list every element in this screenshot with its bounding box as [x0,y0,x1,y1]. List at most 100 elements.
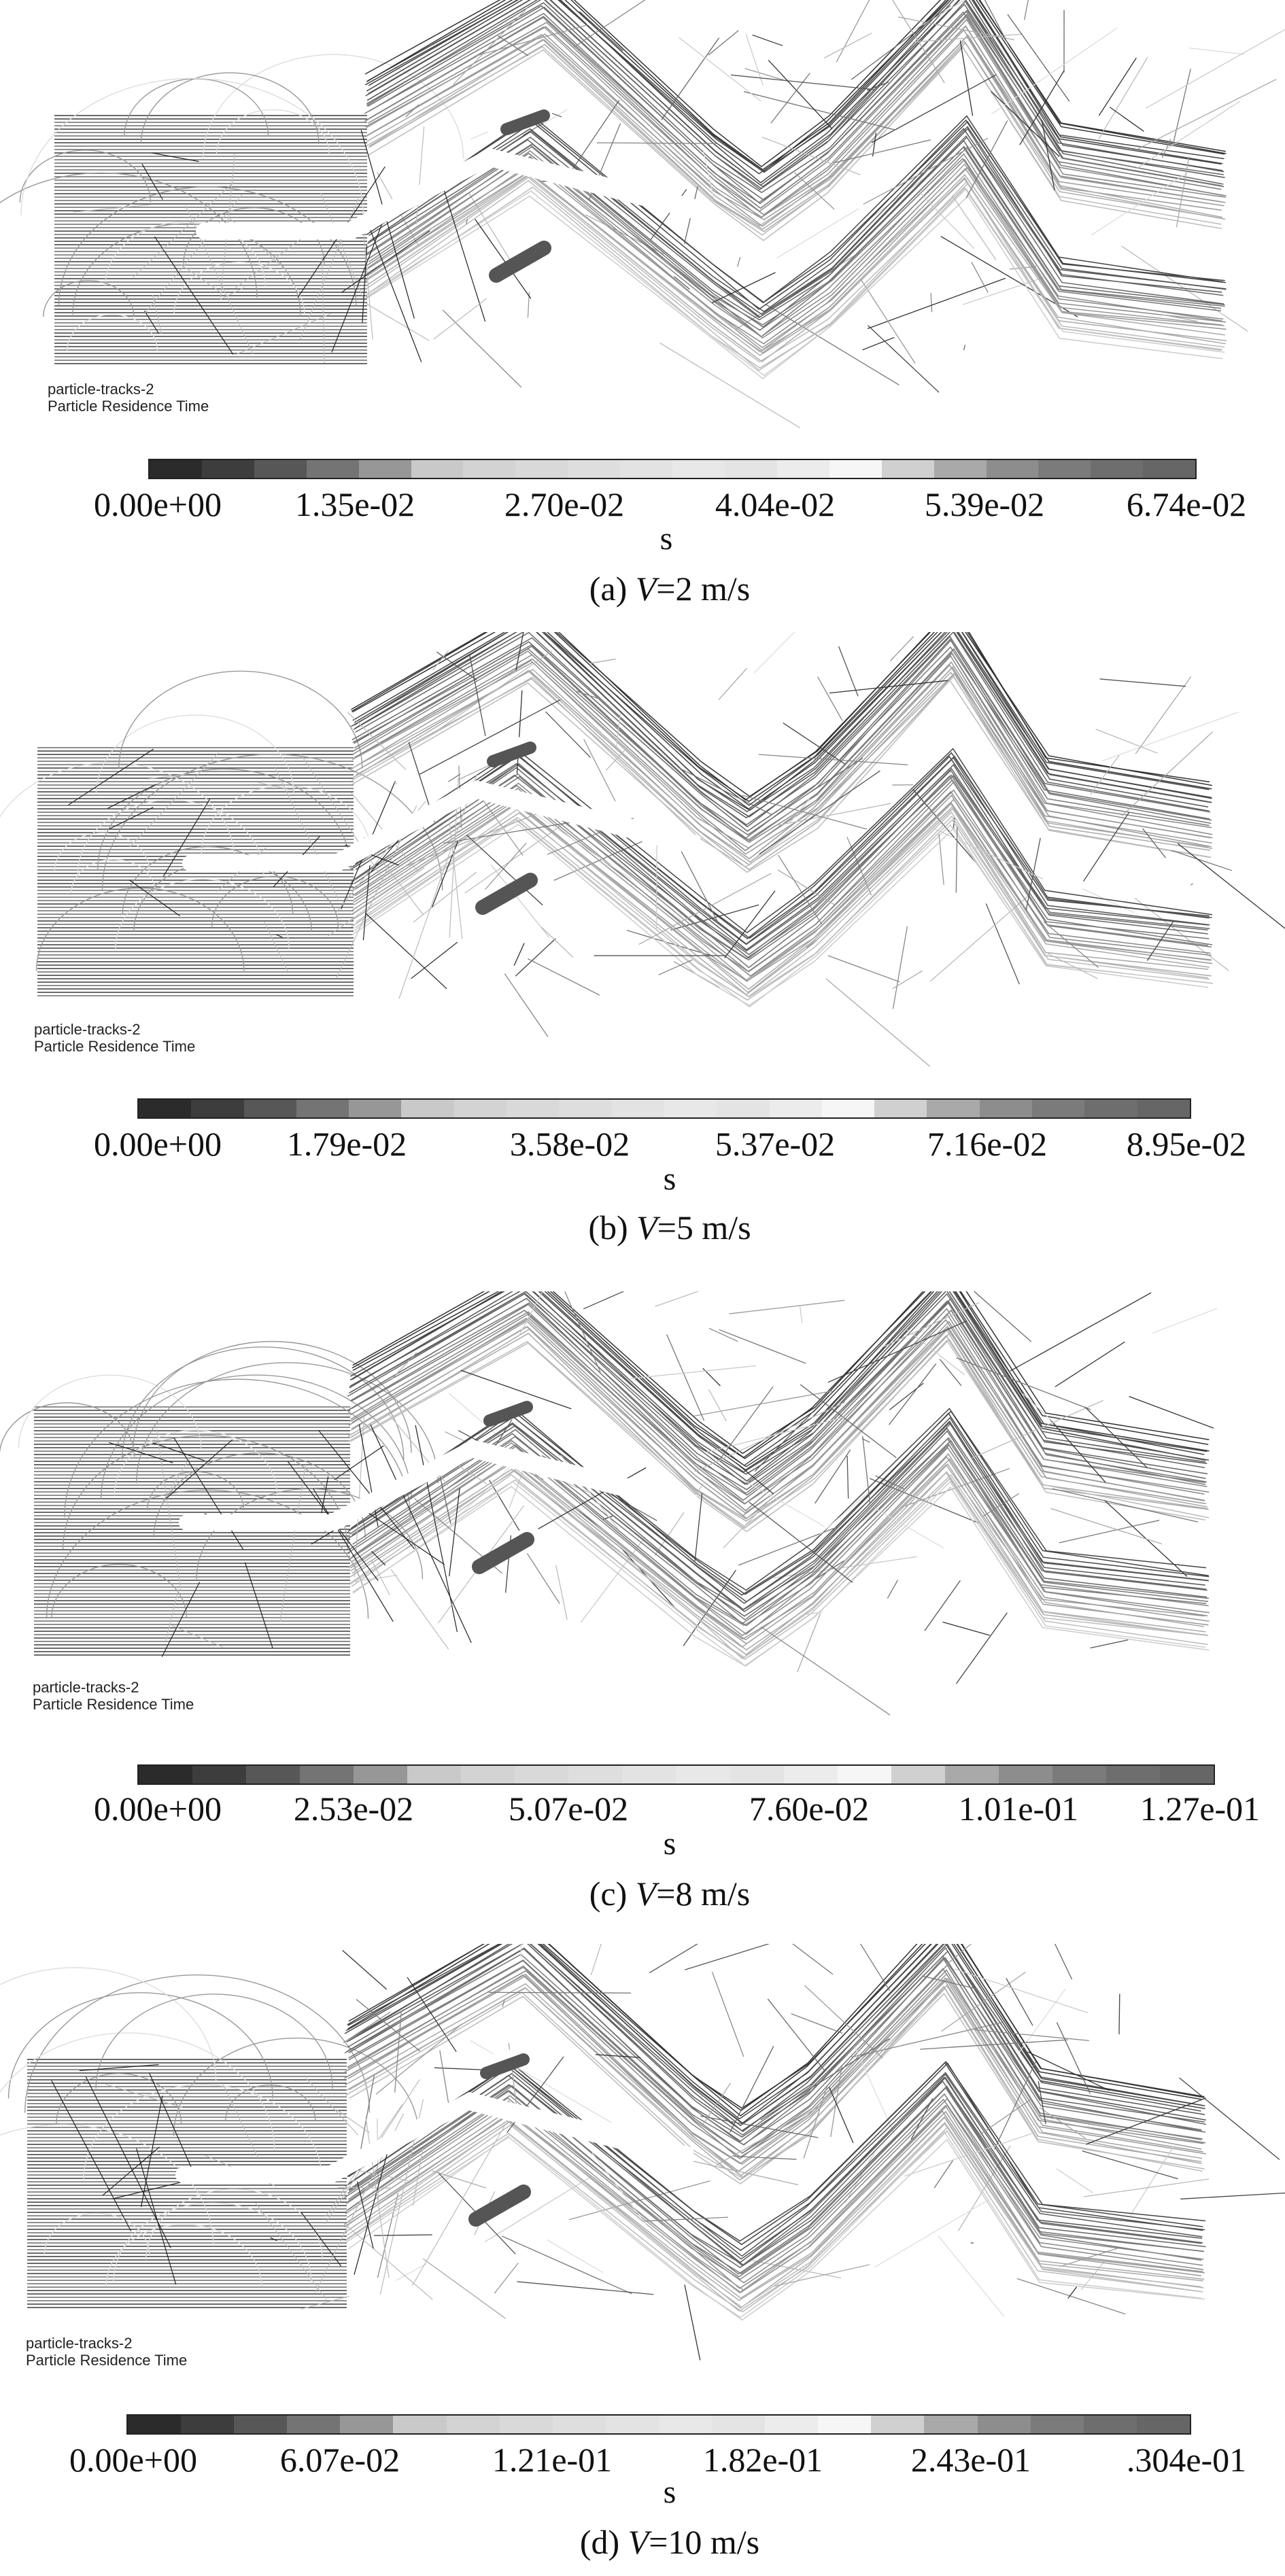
colorbar-tick: 0.00e+00 [94,1125,222,1163]
caption-b: (b) V=5 m/s [588,1208,751,1247]
colorbar-segment [1083,2416,1137,2433]
particle-tracks-plot-d [0,1944,1285,2361]
particle-tracks [0,1291,1218,1716]
colorbar-segment [979,1100,1033,1117]
colorbar-segment [1091,460,1144,478]
colorbar-segment [559,1100,612,1117]
colorbar-segment [783,1766,838,1783]
colorbar-tick: 6.74e-02 [1126,485,1247,523]
colorbar-tick: 1.21e-01 [492,2441,613,2479]
colorbar-segment [446,2416,500,2433]
colorbar-tick: 5.39e-02 [924,485,1045,523]
colorbar-segment [927,1100,980,1117]
caption-variable: V [635,1875,657,1913]
colorbar-segment [340,2416,394,2433]
colorbar-segment [407,1766,462,1783]
colorbar-segment [658,2416,713,2433]
colorbar-segment [891,1766,945,1783]
particle-tracks-plot-a [0,0,1285,429]
colorbar-segment [712,2416,766,2433]
tracks-quantity: Particle Residence Time [48,398,209,415]
colorbar-segment [605,2416,659,2433]
colorbar-segment [724,460,777,478]
particle-tracks-plot-c [0,1291,1218,1716]
colorbar-segment [246,1766,301,1783]
colorbar-segment [620,460,673,478]
colorbar-tick: 2.53e-02 [293,1790,414,1828]
colorbar-tick: 1.35e-02 [294,485,415,523]
colorbar-tick: 1.01e-01 [958,1790,1079,1828]
colorbar-segment [287,2416,341,2433]
colorbar-segment [411,460,464,478]
channel-baffle [175,2046,693,2227]
colorbar-tick: .304e-01 [1126,2441,1247,2479]
colorbar-segment [874,1100,927,1117]
colorbar-segment [837,1766,891,1783]
colorbar-segment [776,460,829,478]
colorbar-segment [881,460,934,478]
colorbar-segment [717,1100,770,1117]
colorbar-segment [1137,1100,1190,1117]
colorbar-segment [1032,1100,1085,1117]
tracks-label-a: particle-tracks-2 Particle Residence Tim… [48,381,209,415]
colorbar-tick: 8.95e-02 [1126,1125,1247,1163]
tracks-quantity: Particle Residence Time [33,1696,194,1713]
colorbar-segment [568,460,621,478]
tracks-label-d: particle-tracks-2 Particle Residence Tim… [26,2335,187,2369]
caption-variable: V [635,570,657,608]
colorbar-unit: s [663,1161,676,1197]
colorbar-b [137,1098,1191,1119]
colorbar-segment [818,2416,872,2433]
colorbar-segment [611,1100,664,1117]
caption-value: =5 m/s [657,1208,751,1247]
colorbar-segment [128,2416,182,2433]
tracks-name: particle-tracks-2 [26,2335,133,2352]
colorbar-tick: 1.79e-02 [286,1125,407,1163]
colorbar-segment [1106,1766,1160,1783]
tracks-quantity: Particle Residence Time [34,1038,196,1055]
colorbar-segment [358,460,411,478]
colorbar-segment [296,1100,349,1117]
colorbar-segment [821,1100,875,1117]
colorbar-segment [871,2416,925,2433]
colorbar-tick: 3.58e-02 [509,1125,630,1163]
tracks-name: particle-tracks-2 [33,1679,139,1696]
colorbar-segment [461,1766,515,1783]
caption-prefix: (a) [589,570,636,608]
colorbar-segment [765,2416,819,2433]
particle-tracks [0,1944,1285,2361]
panel-c: particle-tracks-2 Particle Residence Tim… [0,1291,1285,1924]
caption-prefix: (c) [589,1875,636,1913]
colorbar-tick: 1.27e-01 [1140,1790,1261,1828]
channel-baffle [179,1393,697,1574]
colorbar-segment [977,2416,1031,2433]
channel-baffle [196,102,714,283]
caption-c: (c) V=8 m/s [589,1875,751,1913]
colorbar-d [126,2414,1191,2435]
colorbar-segment [453,1100,507,1117]
colorbar-segment [499,2416,553,2433]
colorbar-segment [139,1766,193,1783]
colorbar-segment [829,460,882,478]
colorbar-segment [769,1100,822,1117]
colorbar-tick: 0.00e+00 [94,1790,222,1828]
colorbar-segment [507,1100,560,1117]
colorbar-segment [354,1766,408,1783]
particle-tracks-plot-b [0,632,1285,1067]
particle-tracks [0,632,1285,1067]
colorbar-segment [191,1100,244,1117]
caption-prefix: (b) [588,1208,637,1247]
caption-value: =2 m/s [656,570,751,608]
tracks-name: particle-tracks-2 [48,381,154,398]
colorbar-unit: s [659,521,673,557]
colorbar-tick: 4.04e-02 [715,485,836,523]
colorbar-segment [1143,460,1196,478]
colorbar-tick: 5.07e-02 [508,1790,629,1828]
colorbar-segment [568,1766,623,1783]
tracks-label-c: particle-tracks-2 Particle Residence Tim… [33,1679,194,1713]
colorbar-segment [944,1766,999,1783]
colorbar-tick: 7.16e-02 [927,1125,1048,1163]
caption-a: (a) V=2 m/s [589,570,751,608]
colorbar-segment [672,460,725,478]
colorbar-tick: 0.00e+00 [69,2441,197,2479]
